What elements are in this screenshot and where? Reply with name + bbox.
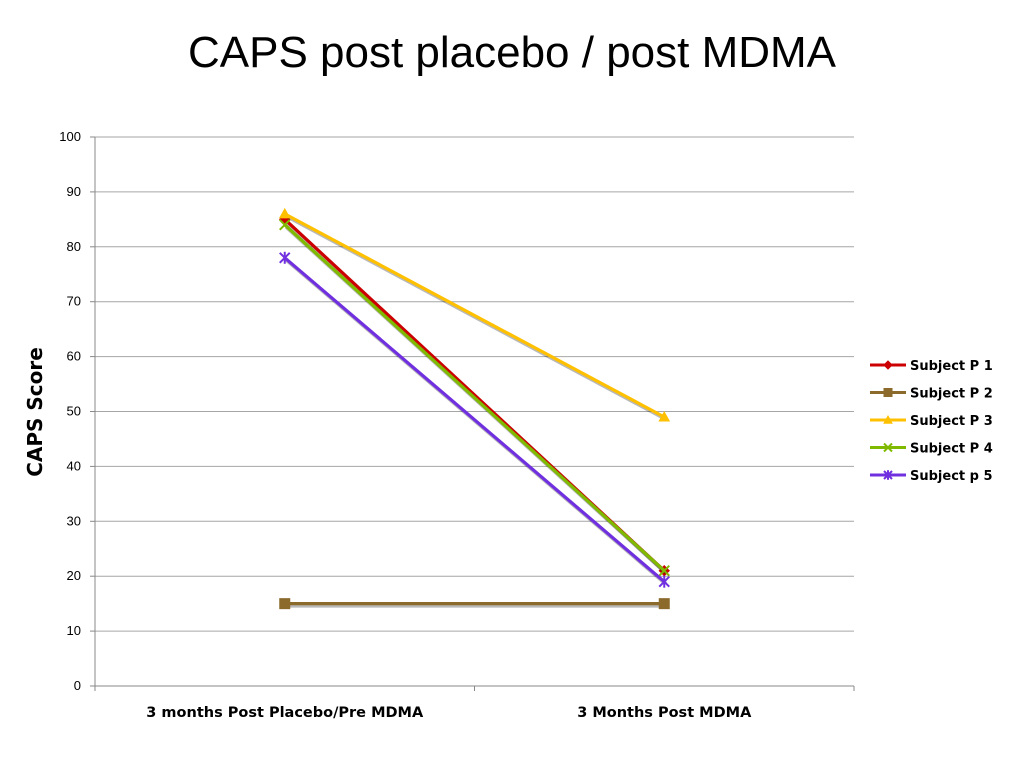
legend-label: Subject P 3 (910, 414, 993, 429)
series-line (283, 223, 666, 572)
y-tick-labels: 0 10 20 30 40 50 60 70 80 90 100 (59, 129, 81, 693)
y-tick-label: 10 (67, 623, 81, 638)
y-axis-label: CAPS Score (23, 347, 47, 477)
x-category-label: 3 months Post Placebo/Pre MDMA (146, 705, 424, 721)
series-lines (278, 207, 671, 610)
square-marker (883, 388, 893, 397)
triangle-marker (658, 410, 671, 422)
y-tick-label: 20 (67, 568, 81, 583)
data-point (279, 251, 291, 264)
legend-label: Subject P 4 (910, 442, 993, 457)
legend-label: Subject p 5 (910, 469, 993, 484)
data-point (883, 442, 893, 453)
y-tick-label: 100 (59, 129, 81, 144)
data-point (883, 470, 893, 480)
legend-item: Subject p 5 (870, 469, 993, 484)
data-point (883, 388, 893, 397)
square-marker (279, 598, 291, 610)
y-tick-label: 0 (74, 678, 81, 693)
data-point (279, 598, 291, 610)
data-point (278, 207, 291, 219)
y-tick-label: 60 (67, 349, 81, 364)
x-category-labels: 3 months Post Placebo/Pre MDMA 3 Months P… (146, 705, 752, 721)
data-point (658, 598, 670, 610)
legend-item: Subject P 4 (870, 442, 993, 457)
data-point (883, 414, 893, 424)
square-marker (658, 598, 670, 610)
series-line (283, 256, 666, 583)
series-3 (278, 207, 671, 422)
data-point (279, 219, 291, 231)
grid-lines (95, 136, 854, 632)
data-point (883, 360, 893, 370)
y-tick-label: 50 (67, 404, 81, 419)
data-point (658, 565, 670, 577)
y-tick-label: 70 (67, 294, 81, 309)
legend: Subject P 1 Subject P 2 Subject P 3 Subject… (870, 359, 993, 484)
series-5 (279, 251, 670, 588)
legend-label: Subject P 1 (910, 359, 993, 374)
series-2 (279, 598, 670, 610)
x-marker-stroke (279, 219, 291, 231)
legend-item: Subject P 2 (870, 387, 993, 402)
x-category-label: 3 Months Post MDMA (577, 705, 752, 721)
data-point (658, 575, 670, 588)
chart-title: CAPS post placebo / post MDMA (187, 28, 837, 77)
legend-item: Subject P 1 (870, 359, 993, 374)
triangle-marker (278, 207, 291, 219)
series-line (283, 212, 666, 419)
x-marker-stroke (658, 565, 670, 577)
y-tick-label: 40 (67, 458, 81, 473)
x-marker-stroke (883, 442, 893, 453)
axes (90, 136, 855, 691)
y-tick-label: 80 (67, 239, 81, 254)
legend-label: Subject P 2 (910, 387, 993, 402)
legend-item: Subject P 3 (870, 414, 993, 429)
y-tick-label: 90 (67, 184, 81, 199)
data-point (658, 410, 671, 422)
triangle-marker (883, 414, 893, 424)
diamond-marker (883, 360, 893, 370)
series-4 (279, 219, 670, 577)
y-tick-label: 30 (67, 513, 81, 528)
